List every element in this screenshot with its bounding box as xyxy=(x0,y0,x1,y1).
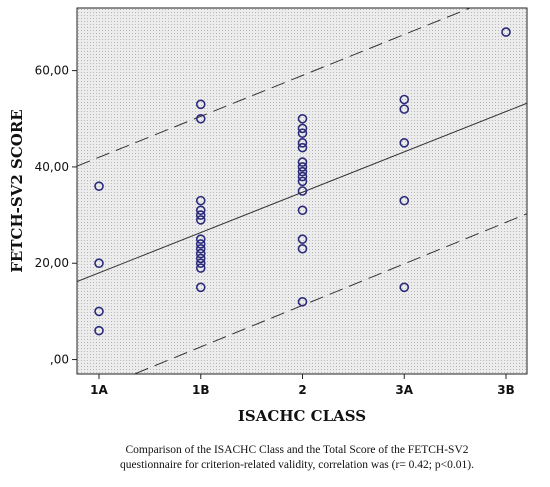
data-point xyxy=(399,282,410,293)
data-point xyxy=(399,94,410,105)
data-point xyxy=(195,258,206,269)
scatter-chart: ,00 20,00 40,00 60,00 1A 1B 2 3A 3B ISACHC CLAS… xyxy=(8,7,528,425)
data-point xyxy=(195,113,206,124)
x-tick-label: 1B xyxy=(192,383,210,397)
x-tick-label: 1A xyxy=(90,383,108,397)
data-point xyxy=(297,128,308,139)
data-point xyxy=(297,162,308,172)
data-point xyxy=(297,138,308,148)
x-tick-label: 2 xyxy=(298,383,306,397)
data-point xyxy=(94,181,104,191)
data-point xyxy=(297,123,308,134)
data-point xyxy=(195,234,206,244)
x-axis-title: ISACHC CLASS xyxy=(238,407,366,425)
data-point xyxy=(195,99,206,110)
data-point xyxy=(399,138,410,148)
data-point xyxy=(297,205,308,216)
data-point xyxy=(297,186,308,196)
caption-line-2: questionnaire for criterion-related vali… xyxy=(120,459,474,471)
figure-caption: Comparison of the ISACHC Class and the T… xyxy=(66,443,528,473)
upper-confidence-line xyxy=(77,8,472,167)
data-point xyxy=(399,195,410,206)
data-point xyxy=(297,113,308,124)
data-point xyxy=(297,234,308,244)
data-point xyxy=(297,142,308,153)
data-point xyxy=(195,263,206,273)
data-point xyxy=(195,215,206,225)
data-point xyxy=(195,253,206,264)
x-tick-label: 3B xyxy=(497,383,515,397)
data-point xyxy=(94,325,104,336)
data-point xyxy=(195,239,206,249)
data-point xyxy=(94,306,104,317)
data-point xyxy=(94,258,104,269)
caption-line-1: Comparison of the ISACHC Class and the T… xyxy=(125,444,469,456)
data-point xyxy=(297,243,308,254)
data-point xyxy=(297,166,308,177)
data-point xyxy=(501,27,511,37)
data-point xyxy=(195,282,206,293)
regression-line xyxy=(77,102,527,283)
y-tick-label: 40,00 xyxy=(35,160,69,174)
data-point xyxy=(297,171,308,182)
data-point xyxy=(297,176,308,187)
x-tick-label: 3A xyxy=(395,383,413,397)
data-point xyxy=(195,195,206,206)
y-tick-label: ,00 xyxy=(50,353,69,367)
data-point xyxy=(195,205,206,216)
data-point xyxy=(297,296,308,307)
y-tick-label: 60,00 xyxy=(35,64,69,78)
data-point xyxy=(195,210,206,220)
data-point xyxy=(195,243,206,254)
data-point xyxy=(399,104,410,114)
y-tick-label: 20,00 xyxy=(35,256,69,270)
plot-area xyxy=(76,7,528,375)
data-point xyxy=(195,248,206,259)
y-axis-title: FETCH-SV2 SCORE xyxy=(8,109,26,272)
data-point xyxy=(297,157,308,167)
